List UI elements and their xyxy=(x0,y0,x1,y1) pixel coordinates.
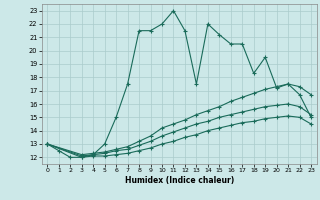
X-axis label: Humidex (Indice chaleur): Humidex (Indice chaleur) xyxy=(124,176,234,185)
